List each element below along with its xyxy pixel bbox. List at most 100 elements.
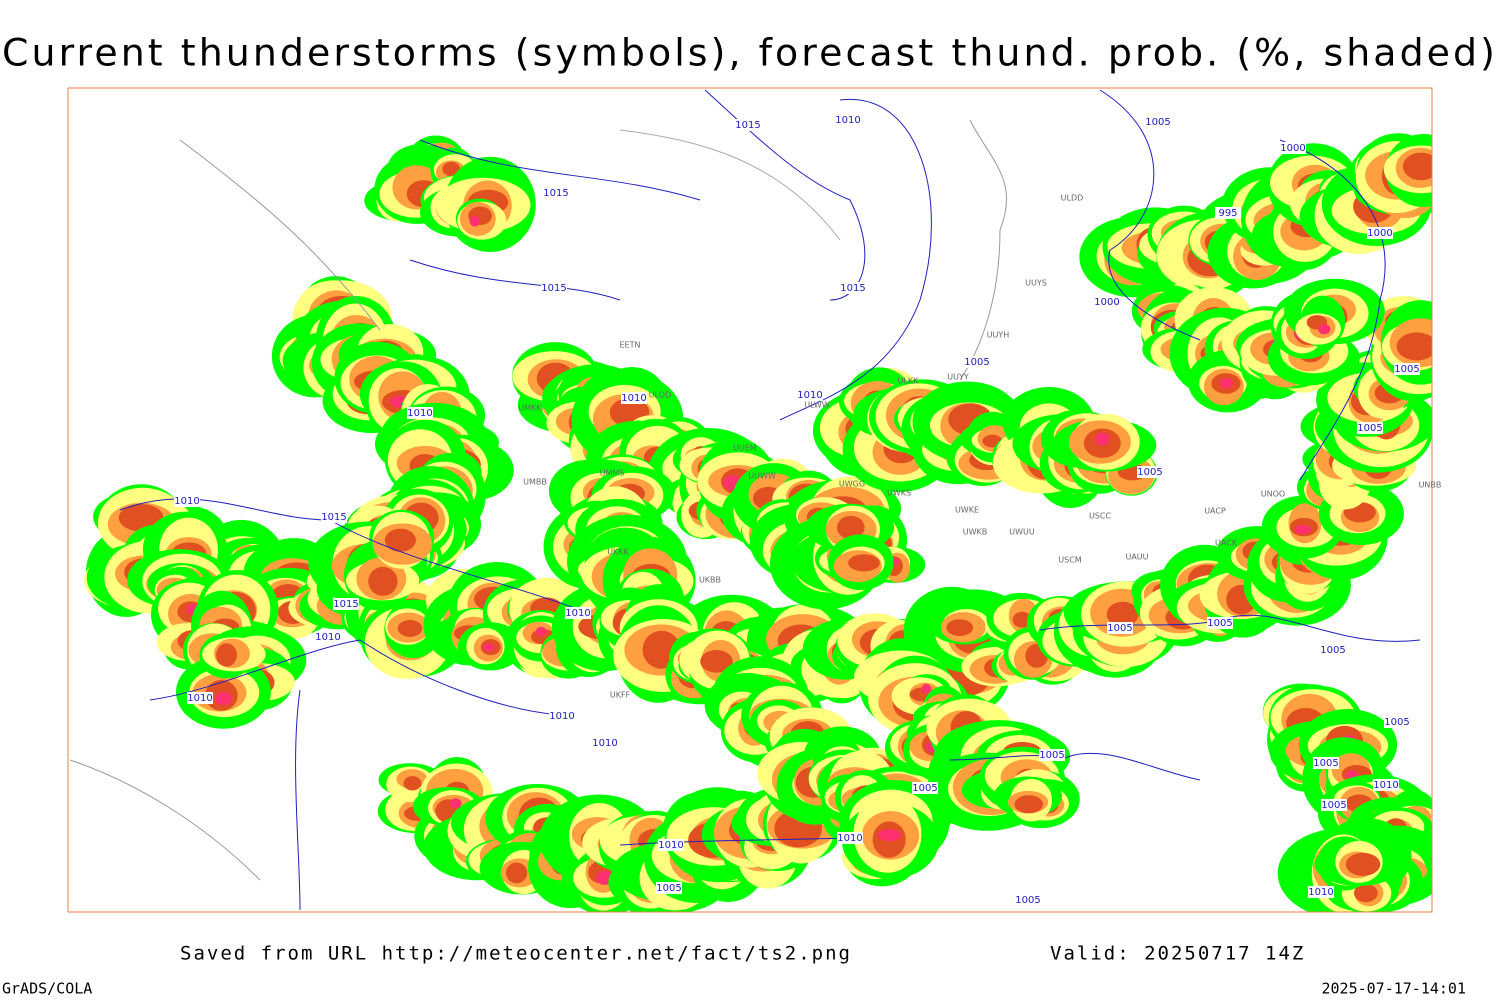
isobar-label: 1005 (1137, 467, 1162, 478)
station-code: UMKK (518, 404, 542, 413)
shade-cell (1402, 152, 1432, 181)
station-code: UWGG (839, 480, 865, 489)
station-code: UKBB (699, 576, 721, 585)
isobar-label: 1005 (1039, 750, 1064, 761)
station-code: UWUU (1009, 528, 1035, 537)
shade-cell (216, 643, 237, 667)
isobar-label-bg (187, 692, 213, 704)
shade-cell (837, 515, 865, 540)
isobar-label-bg (1015, 894, 1041, 906)
station-code: UACP (1204, 507, 1226, 516)
valid-time: Valid: 20250717 14Z (1050, 943, 1305, 965)
isobar-label-bg (797, 389, 823, 401)
isobar-label-bg (1384, 716, 1410, 728)
shade-cell (505, 862, 528, 884)
isobar-label-bg (1367, 227, 1393, 239)
isobar-label-bg (1313, 757, 1339, 769)
isobar-label: 1010 (658, 840, 683, 851)
isobar-label: 1015 (541, 283, 566, 294)
isobar-label: 1010 (565, 608, 590, 619)
isobar-label: 1005 (1207, 618, 1232, 629)
isobar-label-bg (1394, 363, 1420, 375)
isobar-label-bg (621, 392, 647, 404)
isobar-label: 1010 (1308, 887, 1333, 898)
probability-shading (84, 133, 1432, 912)
isobar-label: 1015 (321, 512, 346, 523)
isobar-label: 1005 (1321, 800, 1346, 811)
shade-cell (1095, 432, 1110, 446)
shade-cell (368, 566, 398, 596)
isobar-label: 1005 (912, 783, 937, 794)
isobar-label: 1015 (333, 599, 358, 610)
shade-cell (449, 798, 462, 809)
station-code: UNBB (1419, 481, 1442, 490)
isobar-label: 1010 (174, 496, 199, 507)
station-code: EETN (620, 341, 641, 350)
isobar-label-bg (835, 114, 861, 126)
isobar-label: 1000 (1280, 143, 1305, 154)
isobar-label: 1010 (1373, 780, 1398, 791)
station-code: USCC (1089, 512, 1112, 521)
shade-cell (1219, 377, 1234, 389)
station-code: ULDD (1061, 194, 1084, 203)
station-code: UACK (1215, 539, 1238, 548)
shade-cell (469, 215, 480, 227)
shade-cell (384, 528, 416, 552)
station-code: UWKE (955, 506, 979, 515)
isobar-label-bg (1145, 116, 1171, 128)
isobar-label-bg (565, 607, 591, 619)
station-code: UUWW (748, 472, 776, 481)
shade-cell (1014, 795, 1044, 814)
isobar-label: 1005 (1320, 645, 1345, 656)
isobar-label-bg (656, 882, 682, 894)
isobar-label: 1015 (735, 120, 760, 131)
station-code: UUEM (733, 444, 757, 453)
isobar-label-bg (658, 839, 684, 851)
shade-cell (1294, 524, 1311, 535)
isobar-label: 1005 (656, 883, 681, 894)
station-code: UWKS (887, 489, 911, 498)
isobar-label-bg (333, 598, 359, 610)
isobar-label: 1005 (1107, 623, 1132, 634)
shade-cell (1345, 852, 1381, 876)
isobar-label-bg (321, 511, 347, 523)
station-code: UKFF (610, 691, 631, 700)
shade-cell (921, 683, 932, 694)
station-code: UUYS (1025, 279, 1047, 288)
isobar-label: 1005 (1384, 717, 1409, 728)
station-code: UMMS (600, 469, 625, 478)
station-code: ULKK (898, 377, 920, 386)
isobar-label-bg (840, 282, 866, 294)
station-code: USCM (1058, 556, 1082, 565)
station-code: UUYY (947, 373, 969, 382)
isobar-label: 1010 (835, 115, 860, 126)
station-code: UNOO (1261, 490, 1285, 499)
isobar-label: 1015 (840, 283, 865, 294)
station-code: UKKK (607, 548, 629, 557)
station-code: UUYH (987, 331, 1010, 340)
isobar-label: 1010 (549, 711, 574, 722)
shade-cell (700, 650, 733, 673)
shade-cell (1354, 884, 1378, 903)
shade-cell (403, 776, 422, 791)
isobar-label: 1005 (1015, 895, 1040, 906)
isobar-label-bg (1207, 617, 1233, 629)
shade-cell (1318, 324, 1331, 335)
isobar-label-bg (1357, 422, 1383, 434)
isobar-label-bg (592, 737, 618, 749)
isobar-label-bg (1308, 886, 1334, 898)
isobar-label-bg (1373, 779, 1399, 791)
map-labels: 1015 1010 1005 1015 1015 1015 1000 995 1000 1000 1… (174, 114, 1441, 906)
isobar-label-bg (1039, 749, 1065, 761)
shade-cell (397, 619, 423, 637)
isobar-label: 1005 (1357, 423, 1382, 434)
isobar-label-bg (1215, 207, 1241, 219)
shade-cell (442, 161, 461, 177)
isobar-label: 1010 (621, 393, 646, 404)
shade-cell (482, 643, 495, 652)
software: GrADS/COLA (2, 980, 92, 998)
station-code: UWKB (963, 528, 988, 537)
saved-url: Saved from URL http://meteocenter.net/fa… (180, 943, 852, 965)
isobar-label-bg (964, 356, 990, 368)
